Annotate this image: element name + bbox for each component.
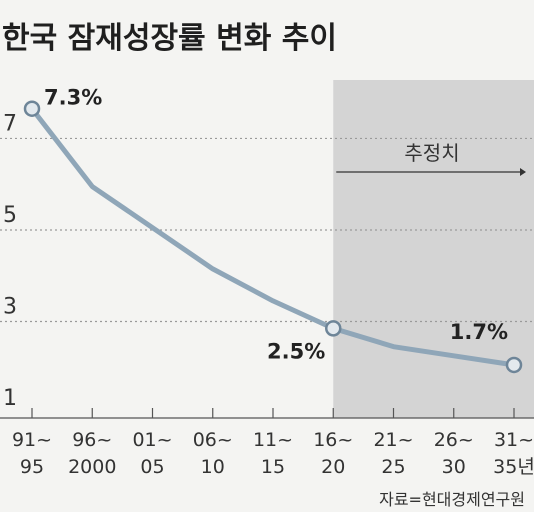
series-polyline <box>29 106 517 368</box>
x-tick-label: 15 <box>261 456 285 478</box>
x-tick-label: 11~ <box>253 429 293 451</box>
x-tick-label: 06~ <box>193 429 233 451</box>
forecast-region: 추정치 <box>333 80 534 418</box>
x-tick-label: 30 <box>442 456 466 478</box>
y-tick-label: 1 <box>3 386 17 411</box>
x-tick-label: 05 <box>140 456 164 478</box>
forecast-arrow-head <box>520 168 526 176</box>
x-tick-label: 96~ <box>72 429 112 451</box>
chart-title: 한국 잠재성장률 변화 추이 <box>2 21 337 56</box>
y-tick-label: 5 <box>3 203 17 228</box>
x-tick-label: 2000 <box>68 456 116 478</box>
source-note: 자료=현대경제연구원 <box>379 490 525 509</box>
data-label: 2.5% <box>267 339 325 363</box>
data-label: 7.3% <box>44 86 102 110</box>
data-point-marker <box>23 100 41 117</box>
x-tick-label: 91~ <box>12 429 52 451</box>
series-line <box>29 106 517 368</box>
data-point-marker <box>505 356 523 374</box>
data-labels: 7.3% 2.5% 1.7% <box>44 86 508 364</box>
forecast-label: 추정치 <box>404 141 459 165</box>
y-tick-label: 7 <box>3 111 17 136</box>
gridlines <box>0 137 534 419</box>
x-tick-label: 10 <box>201 456 225 478</box>
x-axis: 91~ 95 96~ 2000 01~ 05 06~ 10 11~ 15 16~ 20 21~ 25 26~… <box>12 408 534 478</box>
x-tick-label: 35년 <box>493 456 534 478</box>
markers <box>23 100 523 374</box>
x-tick-label: 25 <box>381 456 405 478</box>
x-tick-label: 31~ <box>494 429 534 451</box>
x-tick-label: 20 <box>321 456 345 478</box>
data-point-marker <box>325 320 342 337</box>
x-tick-label: 01~ <box>132 429 172 451</box>
x-tick-label: 16~ <box>313 429 353 451</box>
x-tick-label: 26~ <box>434 429 474 451</box>
x-tick-label: 21~ <box>373 429 413 451</box>
forecast-shade <box>333 80 534 418</box>
x-tick-label: 95 <box>20 456 44 478</box>
data-label: 1.7% <box>450 320 508 344</box>
y-axis: 1 3 5 7 <box>3 111 17 411</box>
y-tick-label: 3 <box>3 294 17 319</box>
